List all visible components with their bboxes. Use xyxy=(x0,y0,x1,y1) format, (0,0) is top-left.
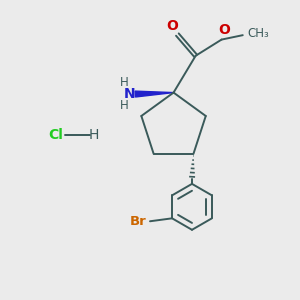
Text: H: H xyxy=(120,99,128,112)
Text: O: O xyxy=(166,19,178,33)
Text: CH₃: CH₃ xyxy=(247,27,269,40)
Text: Cl: Cl xyxy=(48,128,63,142)
Text: N: N xyxy=(124,87,136,101)
Polygon shape xyxy=(135,91,174,97)
Text: H: H xyxy=(89,128,99,142)
Text: H: H xyxy=(120,76,128,89)
Text: O: O xyxy=(219,23,230,37)
Text: Br: Br xyxy=(129,215,146,228)
